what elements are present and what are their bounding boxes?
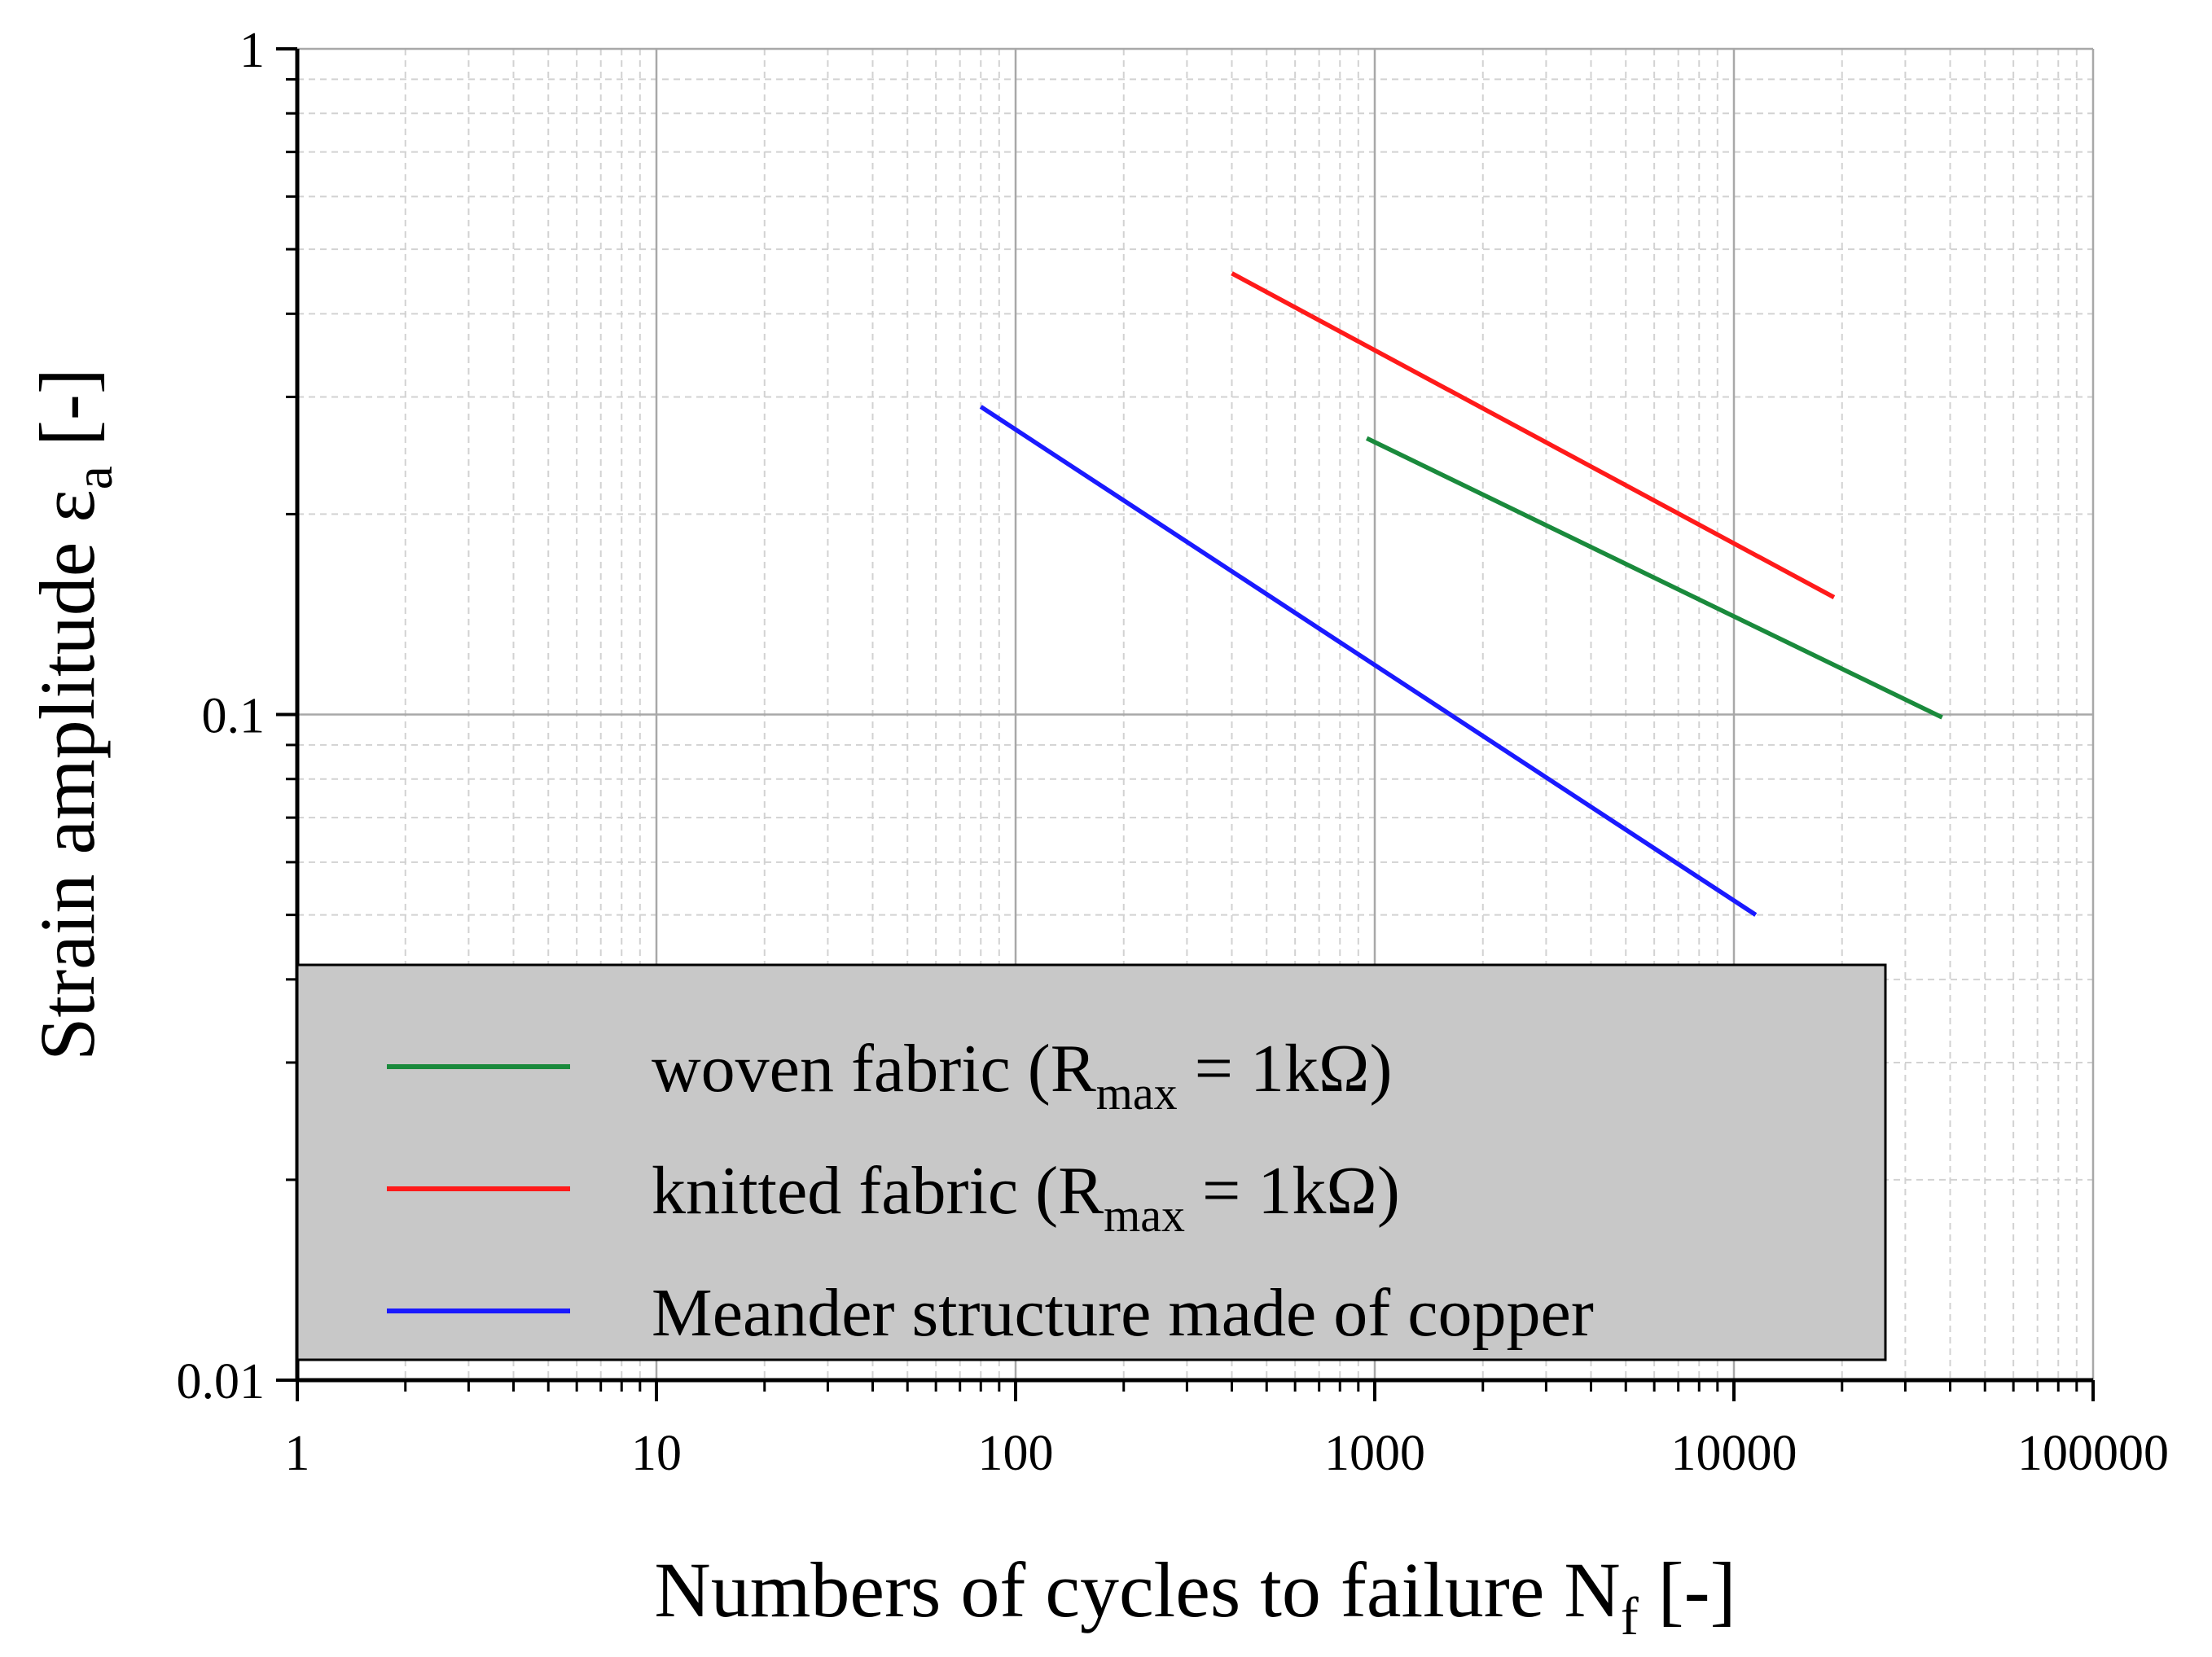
legend-label-tail: = 1kΩ) bbox=[1185, 1153, 1400, 1229]
x-tick-label: 10 bbox=[631, 1426, 682, 1481]
x-tick-label: 1000 bbox=[1324, 1426, 1425, 1481]
x-tick-label: 10000 bbox=[1671, 1426, 1797, 1481]
y-axis-title: Strain amplitude εa [-] bbox=[24, 368, 124, 1061]
legend-label-sub: max bbox=[1096, 1067, 1178, 1120]
series-line-knitted bbox=[1231, 271, 1836, 599]
y-axis-title-sub: a bbox=[64, 466, 124, 489]
legend-label-tail: = 1kΩ) bbox=[1178, 1031, 1393, 1107]
legend-label-main: knitted fabric (R bbox=[652, 1153, 1104, 1229]
x-tick-label: 100000 bbox=[2017, 1426, 2169, 1481]
legend: woven fabric (Rmax = 1kΩ)knitted fabric … bbox=[296, 963, 1887, 1361]
legend-items: woven fabric (Rmax = 1kΩ)knitted fabric … bbox=[387, 1031, 1594, 1351]
y-tick-label: 0.01 bbox=[177, 1354, 266, 1409]
legend-label-woven: woven fabric (Rmax = 1kΩ) bbox=[652, 1031, 1392, 1120]
x-tick-label: 1 bbox=[285, 1426, 310, 1481]
series-layer bbox=[979, 271, 1943, 917]
series-line-meander bbox=[979, 405, 1758, 917]
x-axis-title-main: Numbers of cycles to failure N bbox=[654, 1546, 1620, 1633]
tick-labels: 1 10 100 1000 10000 100000 0.01 0.1 1 bbox=[177, 23, 2170, 1481]
y-axis-title-tail: [-] bbox=[24, 368, 111, 466]
legend-label-meander: Meander structure made of copper bbox=[652, 1275, 1594, 1351]
legend-box bbox=[296, 963, 1887, 1361]
x-tick-label: 100 bbox=[978, 1426, 1054, 1481]
x-axis-title: Numbers of cycles to failure Nf [-] bbox=[654, 1546, 1736, 1646]
legend-label-knitted: knitted fabric (Rmax = 1kΩ) bbox=[652, 1153, 1400, 1242]
legend-label-main: woven fabric (R bbox=[652, 1031, 1096, 1107]
x-axis-title-sub: f bbox=[1621, 1587, 1639, 1646]
legend-label-sub: max bbox=[1104, 1189, 1185, 1242]
y-axis-title-main: Strain amplitude ε bbox=[24, 489, 111, 1061]
y-tick-label: 0.1 bbox=[202, 689, 266, 744]
y-tick-label: 1 bbox=[239, 23, 265, 78]
series-line-woven bbox=[1365, 436, 1943, 720]
legend-label-main: Meander structure made of copper bbox=[652, 1275, 1594, 1351]
x-axis-title-tail: [-] bbox=[1639, 1546, 1736, 1633]
